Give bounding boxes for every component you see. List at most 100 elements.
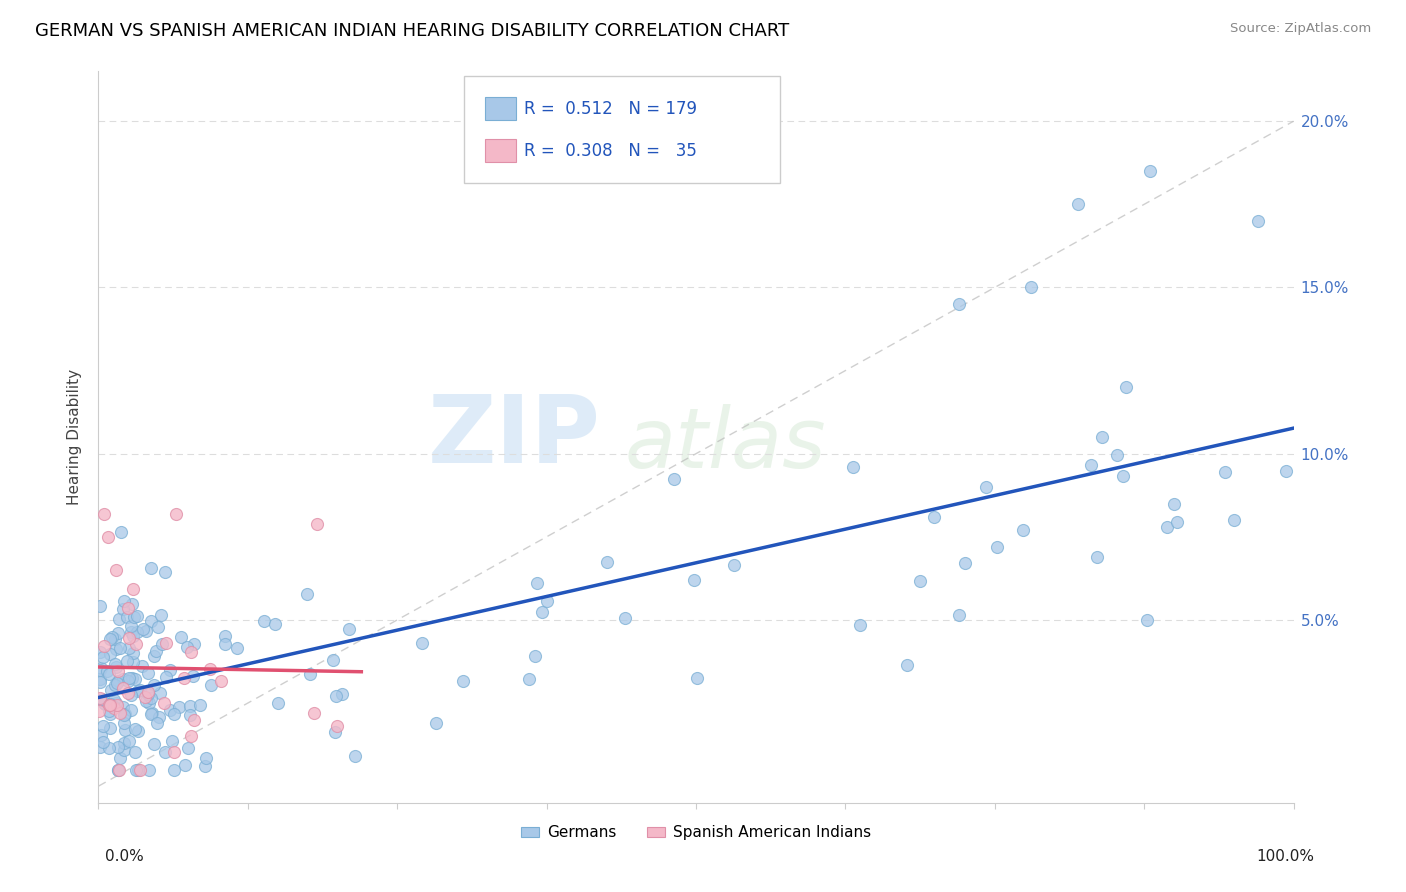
Point	[226, 641, 249, 656]
Point	[89, 672, 111, 686]
Point	[326, 719, 349, 733]
Point	[121, 656, 143, 670]
Point	[112, 716, 135, 731]
Point	[98, 697, 121, 711]
Point	[122, 610, 145, 624]
Point	[89, 739, 111, 754]
Point	[107, 763, 129, 777]
Point	[105, 698, 128, 712]
Point	[108, 706, 131, 720]
Point	[129, 683, 152, 698]
Point	[145, 716, 167, 731]
Point	[1019, 280, 1042, 294]
Point	[150, 637, 173, 651]
Point	[322, 653, 344, 667]
Point	[179, 708, 201, 723]
Point	[118, 733, 141, 747]
Point	[180, 645, 202, 659]
Point	[112, 681, 135, 696]
Point	[141, 614, 163, 628]
Point	[120, 688, 142, 702]
Point	[94, 697, 117, 711]
Point	[662, 472, 685, 486]
Point	[120, 624, 142, 639]
Point	[122, 629, 145, 643]
Point	[200, 678, 222, 692]
Point	[536, 594, 558, 608]
Point	[114, 723, 136, 737]
Point	[181, 669, 204, 683]
Point	[107, 674, 129, 689]
Point	[176, 640, 198, 654]
Point	[115, 610, 138, 624]
Point	[263, 616, 285, 631]
Point	[91, 719, 114, 733]
Point	[177, 741, 200, 756]
Point	[526, 575, 548, 590]
Point	[89, 691, 111, 706]
Point	[1112, 469, 1135, 483]
Text: ZIP: ZIP	[427, 391, 600, 483]
Point	[91, 650, 114, 665]
Point	[896, 658, 918, 673]
Point	[159, 663, 181, 677]
Point	[524, 648, 547, 663]
Point	[411, 636, 433, 650]
Point	[165, 507, 187, 521]
Point	[1012, 524, 1035, 538]
Point	[93, 507, 115, 521]
Point	[613, 611, 636, 625]
Point	[105, 676, 128, 690]
Point	[112, 736, 135, 750]
Point	[124, 746, 146, 760]
Point	[155, 636, 177, 650]
Point	[163, 746, 186, 760]
Point	[170, 630, 193, 644]
Point	[103, 678, 125, 692]
Point	[149, 686, 172, 700]
Point	[120, 619, 142, 633]
Point	[344, 749, 367, 764]
Point	[214, 637, 236, 651]
Text: Source: ZipAtlas.com: Source: ZipAtlas.com	[1230, 22, 1371, 36]
Point	[118, 671, 141, 685]
Point	[96, 665, 118, 679]
Point	[214, 629, 236, 643]
Point	[139, 561, 162, 575]
Text: R =  0.512   N = 179: R = 0.512 N = 179	[524, 100, 697, 118]
Point	[986, 540, 1008, 554]
Point	[159, 703, 181, 717]
Point	[98, 698, 121, 712]
Point	[101, 630, 124, 644]
Point	[1136, 613, 1159, 627]
Text: R =  0.308   N =   35: R = 0.308 N = 35	[524, 142, 697, 160]
Point	[153, 565, 176, 579]
Point	[1275, 464, 1298, 478]
Point	[922, 510, 945, 524]
Point	[117, 673, 139, 688]
Point	[93, 696, 115, 710]
Point	[330, 687, 353, 701]
Point	[517, 672, 540, 686]
Point	[103, 698, 125, 713]
Point	[131, 658, 153, 673]
Point	[132, 622, 155, 636]
Point	[98, 667, 121, 681]
Point	[125, 637, 148, 651]
Point	[150, 608, 173, 623]
Point	[948, 297, 970, 311]
Point	[723, 558, 745, 572]
Point	[173, 671, 195, 685]
Point	[146, 620, 169, 634]
Point	[305, 517, 328, 532]
Point	[125, 624, 148, 639]
Point	[1085, 550, 1108, 565]
Point	[98, 632, 121, 646]
Point	[111, 672, 134, 686]
Point	[108, 640, 131, 655]
Point	[1213, 465, 1236, 479]
Point	[136, 665, 159, 680]
Point	[114, 706, 136, 721]
Point	[253, 614, 276, 628]
Point	[105, 660, 128, 674]
